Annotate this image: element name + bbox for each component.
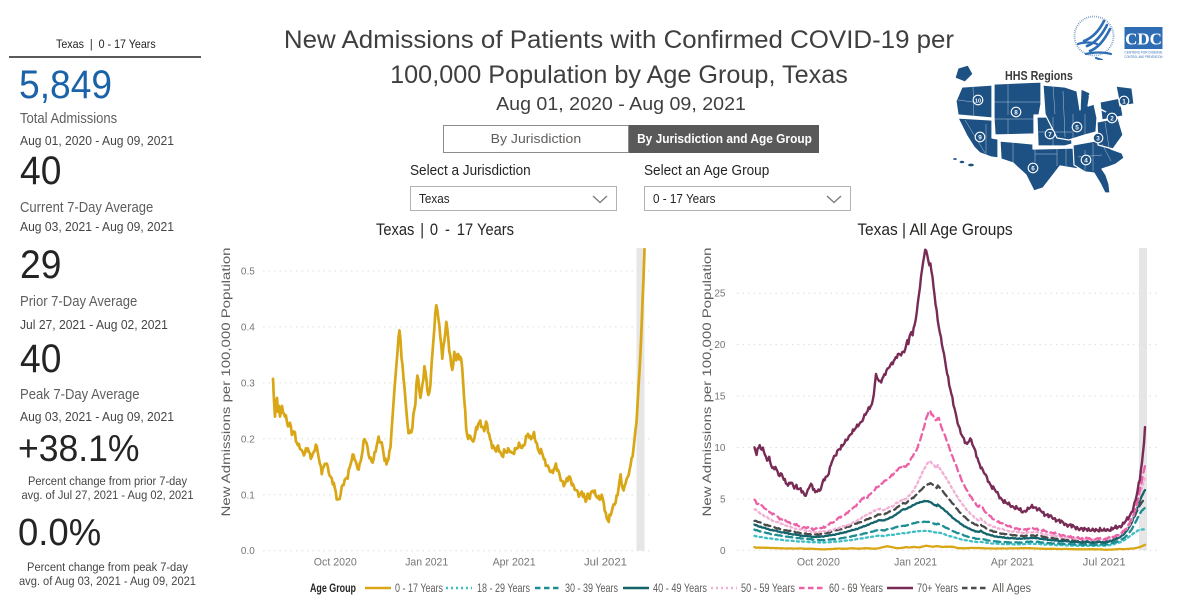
svg-text:0: 0 <box>720 546 726 557</box>
svg-text:10: 10 <box>975 98 981 104</box>
svg-text:0.5: 0.5 <box>241 267 255 278</box>
svg-text:All Ages: All Ages <box>992 583 1031 595</box>
svg-text:25: 25 <box>714 289 726 300</box>
svg-text:0.0: 0.0 <box>241 546 255 557</box>
svg-text:3: 3 <box>1096 135 1100 142</box>
svg-text:5: 5 <box>1075 124 1079 131</box>
svg-text:40 - 49 Years: 40 - 49 Years <box>653 583 707 595</box>
svg-text:4: 4 <box>1084 157 1088 164</box>
svg-text:2: 2 <box>1110 115 1114 122</box>
svg-text:0.2: 0.2 <box>241 434 255 445</box>
svg-text:10: 10 <box>714 443 726 454</box>
svg-text:Jul 2021: Jul 2021 <box>584 557 627 569</box>
svg-text:Jan 2021: Jan 2021 <box>894 557 937 569</box>
svg-text:Jan 2021: Jan 2021 <box>405 557 448 569</box>
svg-text:60 - 69 Years: 60 - 69 Years <box>829 583 883 595</box>
svg-text:8: 8 <box>1014 109 1018 116</box>
svg-text:20: 20 <box>714 340 726 351</box>
svg-text:New Admissions per 100,000 Pop: New Admissions per 100,000 Population <box>219 248 233 517</box>
svg-text:New Admissions per 100,000 Pop: New Admissions per 100,000 Population <box>700 248 714 517</box>
svg-text:Oct 2020: Oct 2020 <box>314 557 357 569</box>
svg-text:0 - 17 Years: 0 - 17 Years <box>395 583 443 595</box>
svg-text:9: 9 <box>978 134 982 141</box>
svg-text:Age Group: Age Group <box>310 583 356 595</box>
svg-text:30 - 39 Years: 30 - 39 Years <box>565 583 618 595</box>
svg-text:CDC: CDC <box>1125 30 1162 49</box>
svg-text:CENTERS FOR DISEASE: CENTERS FOR DISEASE <box>1125 51 1164 55</box>
svg-text:0.3: 0.3 <box>241 378 255 389</box>
svg-text:18 - 29 Years: 18 - 29 Years <box>477 583 530 595</box>
svg-text:Oct 2020: Oct 2020 <box>797 557 840 569</box>
svg-text:6: 6 <box>1031 165 1035 172</box>
svg-text:15: 15 <box>714 392 726 403</box>
svg-text:0.1: 0.1 <box>241 490 255 501</box>
svg-text:50 - 59 Years: 50 - 59 Years <box>741 583 795 595</box>
svg-text:Apr 2021: Apr 2021 <box>493 557 536 569</box>
svg-text:7: 7 <box>1048 131 1052 138</box>
svg-text:5: 5 <box>720 494 726 505</box>
svg-text:70+ Years: 70+ Years <box>917 583 958 595</box>
svg-text:Jul 2021: Jul 2021 <box>1083 557 1126 569</box>
svg-text:Apr 2021: Apr 2021 <box>991 557 1034 569</box>
svg-text:CONTROL AND PREVENTION: CONTROL AND PREVENTION <box>1125 55 1163 59</box>
svg-text:1: 1 <box>1122 98 1126 105</box>
svg-text:0.4: 0.4 <box>241 322 255 333</box>
